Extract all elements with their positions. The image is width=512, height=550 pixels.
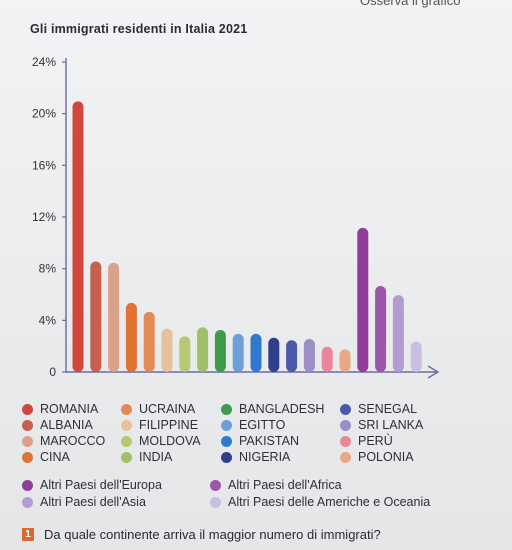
legend-label: PERÙ: [358, 434, 393, 448]
legend-color-dot: [221, 435, 232, 447]
bar-cina: [125, 302, 137, 372]
legend-item-other: Altri Paesi dell'Asia: [22, 495, 146, 509]
legend-item: MAROCCO: [22, 434, 105, 448]
legend-item: UCRAINA: [121, 402, 195, 416]
legend-color-dot: [22, 451, 33, 463]
cropped-heading: Osserva il grafico: [360, 0, 461, 8]
bar-moldova: [179, 336, 191, 372]
bar-altri-paesi-delle-americhe-e-oceania: [410, 341, 422, 372]
legend-color-dot: [121, 435, 132, 447]
legend-label: POLONIA: [358, 450, 414, 464]
legend-label: ALBANIA: [40, 418, 93, 432]
legend-label: Altri Paesi delle Americhe e Oceania: [228, 495, 431, 509]
y-tick-label: 12%: [32, 210, 56, 224]
legend-item-other: Altri Paesi delle Americhe e Oceania: [210, 495, 430, 509]
legend-label: SRI LANKA: [358, 418, 424, 432]
legend-label: Altri Paesi dell'Asia: [40, 495, 146, 509]
y-tick-label: 16%: [32, 158, 56, 172]
legend-color-dot: [121, 419, 132, 431]
bar-marocco: [108, 262, 120, 372]
legend-item: ROMANIA: [22, 402, 98, 416]
bar-egitto: [232, 333, 244, 372]
bar-romania: [72, 101, 84, 372]
legend-color-dot: [221, 403, 232, 415]
legend-label: Altri Paesi dell'Europa: [40, 478, 162, 492]
legend-label: PAKISTAN: [239, 434, 299, 448]
legend-item: SENEGAL: [340, 402, 417, 416]
legend-color-dot: [340, 419, 351, 431]
chart-title: Gli immigrati residenti in Italia 2021: [30, 22, 248, 36]
legend-label: SENEGAL: [358, 402, 418, 416]
legend-color-dot: [340, 403, 351, 415]
legend-item: MOLDOVA: [121, 434, 201, 448]
legend-label: MAROCCO: [40, 434, 106, 448]
legend-item: BANGLADESH: [221, 402, 324, 416]
legend-color-dot: [210, 496, 221, 508]
legend-item: INDIA: [121, 450, 172, 464]
bar-polonia: [339, 349, 351, 372]
legend-label: INDIA: [139, 450, 173, 464]
legend-item: NIGERIA: [221, 450, 290, 464]
bar-india: [197, 327, 209, 372]
bar-pakistan: [250, 333, 262, 372]
bar-sri-lanka: [303, 339, 315, 372]
y-tick-label: 24%: [32, 55, 56, 69]
legend-item-other: Altri Paesi dell'Europa: [22, 478, 162, 492]
bar-chart: 0 4% 8% 12% 16% 20% 24%: [32, 55, 440, 379]
legend-item-other: Altri Paesi dell'Africa: [210, 478, 342, 492]
legend-item: FILIPPINE: [121, 418, 198, 432]
legend-color-dot: [22, 496, 33, 508]
legend-color-dot: [221, 451, 232, 463]
exercise-question: 1 Da quale continente arriva il maggior …: [22, 527, 381, 542]
bar-altri-paesi-dell-europa: [357, 227, 369, 372]
legend-label: Altri Paesi dell'Africa: [228, 478, 342, 492]
bar-bangladesh: [214, 329, 226, 372]
bar-altri-paesi-dell-africa: [375, 286, 387, 372]
legend-label: ROMANIA: [40, 402, 99, 416]
bar-ucraina: [143, 311, 155, 372]
legend-color-dot: [210, 479, 221, 491]
legend-label: EGITTO: [239, 418, 286, 432]
legend-label: MOLDOVA: [139, 434, 201, 448]
legend-item: PERÙ: [340, 434, 393, 448]
legend-label: BANGLADESH: [239, 402, 325, 416]
bar-per-: [321, 346, 333, 372]
legend-label: UCRAINA: [139, 402, 196, 416]
y-tick-label: 0: [49, 365, 56, 379]
question-text: Da quale continente arriva il maggior nu…: [44, 527, 381, 542]
legend-label: CINA: [40, 450, 70, 464]
bar-filippine: [161, 328, 173, 372]
legend-label: NIGERIA: [239, 450, 291, 464]
y-tick-label: 8%: [39, 262, 57, 276]
y-tick-label: 20%: [32, 107, 56, 121]
question-number: 1: [22, 528, 34, 541]
bar-altri-paesi-dell-asia: [392, 295, 404, 372]
legend-item: PAKISTAN: [221, 434, 299, 448]
legend-color-dot: [22, 435, 33, 447]
legend-item: POLONIA: [340, 450, 414, 464]
bar-nigeria: [268, 337, 280, 372]
legend-item: ALBANIA: [22, 418, 93, 432]
legend-color-dot: [121, 403, 132, 415]
legend-color-dot: [221, 419, 232, 431]
legend-color-dot: [340, 451, 351, 463]
bar-senegal: [286, 340, 298, 372]
legend-item: SRI LANKA: [340, 418, 423, 432]
legend-color-dot: [22, 479, 33, 491]
bar-albania: [90, 261, 102, 372]
legend-item: CINA: [22, 450, 70, 464]
legend-color-dot: [121, 451, 132, 463]
legend-item: EGITTO: [221, 418, 285, 432]
legend-color-dot: [340, 435, 351, 447]
y-tick-label: 4%: [39, 313, 57, 327]
legend-color-dot: [22, 419, 33, 431]
x-axis-arrow-icon: [427, 365, 440, 379]
legend-color-dot: [22, 403, 33, 415]
legend-label: FILIPPINE: [139, 418, 199, 432]
